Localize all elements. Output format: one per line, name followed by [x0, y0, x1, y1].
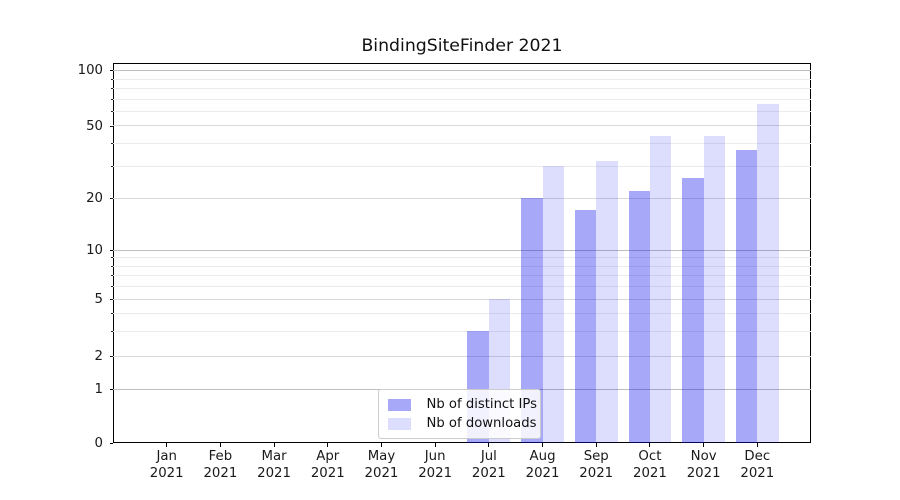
y-tick-0	[109, 442, 113, 444]
y-minor-tick-7	[111, 275, 113, 276]
bar-downloads-sep	[596, 161, 618, 444]
x-tick-jul	[488, 443, 490, 447]
y-tick-label-10: 10	[86, 242, 103, 258]
plot-area	[113, 63, 811, 444]
y-minor-tick-2	[111, 356, 113, 358]
major-gridline-100	[113, 70, 811, 72]
major-gridline-10	[113, 249, 811, 251]
y-minor-tick-20	[111, 197, 113, 199]
bar-downloads-aug	[542, 166, 564, 444]
x-tick-label-aug: Aug 2021	[525, 449, 560, 481]
legend-swatch-distinct-ips-icon	[388, 398, 411, 411]
x-tick-oct	[649, 443, 651, 447]
x-tick-mar	[273, 443, 275, 447]
y-minor-tick-3	[111, 330, 113, 332]
y-minor-tick-80	[111, 88, 113, 89]
minor-gridline-7	[113, 275, 811, 276]
x-tick-jun	[434, 443, 436, 447]
mid-gridline-2	[113, 356, 811, 358]
x-tick-label-jul: Jul 2021	[471, 449, 506, 481]
y-minor-tick-30	[111, 165, 113, 167]
y-tick-label-0: 0	[94, 435, 103, 451]
minor-gridline-3	[113, 330, 811, 332]
y-minor-tick-70	[111, 98, 113, 100]
y-tick-label-2: 2	[94, 349, 103, 365]
y-minor-tick-6	[111, 285, 113, 287]
bar-distinct-ips-nov	[682, 177, 704, 444]
x-tick-label-sep: Sep 2021	[579, 449, 614, 481]
y-minor-tick-8	[111, 265, 113, 267]
y-minor-tick-5	[111, 298, 113, 300]
x-tick-label-jun: Jun 2021	[418, 449, 453, 481]
bar-distinct-ips-aug	[521, 198, 543, 444]
y-minor-tick-40	[111, 143, 113, 145]
x-tick-aug	[542, 443, 544, 447]
x-tick-nov	[703, 443, 705, 447]
chart-title: BindingSiteFinder 2021	[361, 36, 563, 56]
x-tick-label-apr: Apr 2021	[310, 449, 345, 481]
minor-gridline-4	[113, 312, 811, 314]
y-minor-tick-4	[111, 312, 113, 314]
legend-item-downloads: Nb of downloads	[379, 416, 540, 432]
mid-gridline-50	[113, 125, 811, 127]
legend-label-distinct-ips: Nb of distinct IPs	[426, 397, 538, 413]
x-tick-jan	[166, 443, 168, 447]
legend-item-distinct-ips: Nb of distinct IPs	[379, 397, 540, 413]
mid-gridline-5	[113, 298, 811, 300]
minor-gridline-60	[113, 110, 811, 112]
x-tick-label-feb: Feb 2021	[203, 449, 238, 481]
y-tick-10	[109, 249, 113, 251]
x-tick-label-mar: Mar 2021	[257, 449, 291, 481]
mid-gridline-20	[113, 197, 811, 199]
bar-downloads-oct	[649, 136, 672, 444]
x-tick-label-jan: Jan 2021	[149, 449, 184, 481]
x-tick-label-may: May 2021	[364, 449, 399, 481]
x-tick-dec	[756, 443, 758, 447]
legend-label-downloads: Nb of downloads	[426, 416, 537, 432]
x-tick-feb	[219, 443, 221, 447]
minor-gridline-6	[113, 285, 811, 287]
bar-distinct-ips-sep	[574, 210, 597, 444]
minor-gridline-90	[113, 78, 811, 80]
y-tick-label-5: 5	[94, 291, 103, 307]
x-tick-apr	[327, 443, 329, 447]
y-tick-label-1: 1	[94, 382, 103, 398]
minor-gridline-80	[113, 87, 811, 89]
y-tick-label-50: 50	[86, 118, 103, 134]
bar-downloads-dec	[757, 103, 779, 444]
bar-distinct-ips-dec	[735, 149, 758, 444]
legend-swatch-downloads-icon	[388, 417, 411, 430]
minor-gridline-9	[113, 257, 811, 259]
x-tick-sep	[595, 443, 597, 447]
minor-gridline-8	[113, 265, 811, 267]
y-minor-tick-60	[111, 110, 113, 112]
x-tick-label-dec: Dec 2021	[740, 449, 775, 481]
minor-gridline-30	[113, 165, 811, 167]
x-tick-may	[380, 443, 382, 447]
minor-gridline-40	[113, 143, 811, 145]
minor-gridline-70	[113, 98, 811, 100]
y-tick-label-20: 20	[86, 190, 103, 206]
x-tick-label-oct: Oct 2021	[633, 449, 667, 481]
y-minor-tick-90	[111, 78, 113, 80]
y-tick-1	[109, 389, 113, 391]
legend: Nb of distinct IPs Nb of downloads	[378, 389, 541, 440]
y-minor-tick-9	[111, 257, 113, 259]
y-tick-100	[109, 70, 113, 72]
bar-distinct-ips-oct	[628, 190, 650, 444]
y-tick-label-100: 100	[77, 63, 103, 79]
y-minor-tick-50	[111, 125, 113, 127]
bar-downloads-nov	[703, 136, 725, 444]
x-tick-label-nov: Nov 2021	[686, 449, 721, 481]
